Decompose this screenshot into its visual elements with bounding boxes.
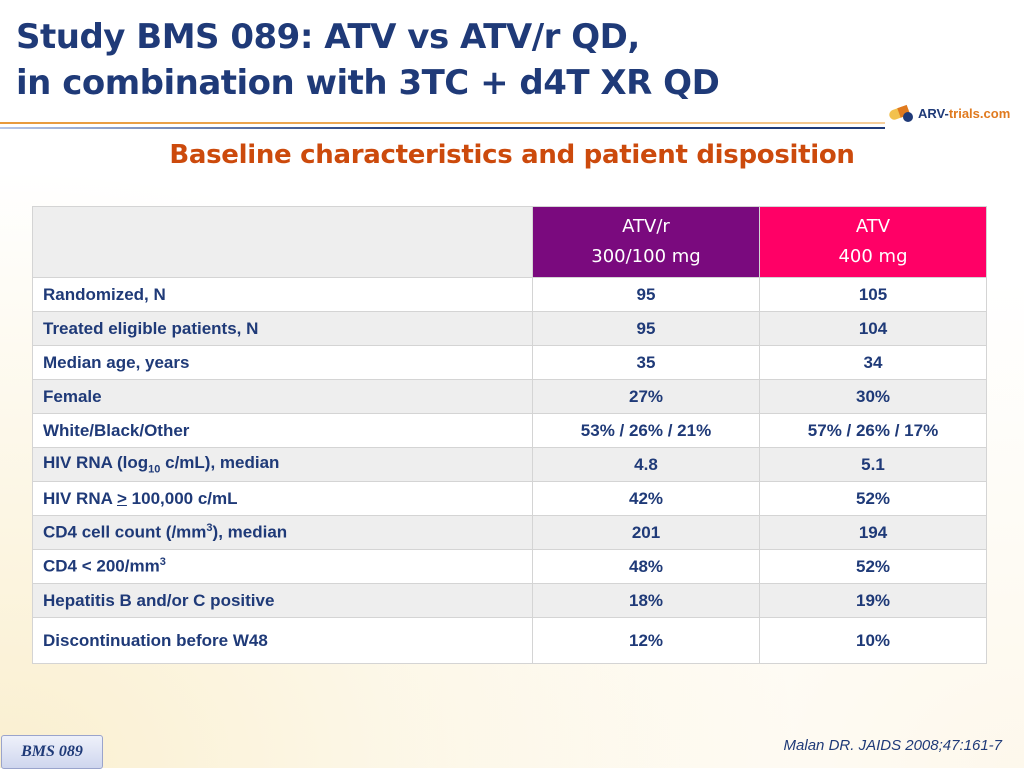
row-label-text: HIV RNA — [43, 488, 117, 508]
row-label-text-end: 100,000 c/mL — [126, 488, 238, 508]
citation: Malan DR. JAIDS 2008;47:161-7 — [783, 737, 1002, 754]
atv-value: 19% — [759, 583, 987, 618]
row-label-text: HIV RNA (log — [43, 453, 149, 473]
capsule-icon — [889, 104, 913, 122]
atvr-value: 48% — [532, 549, 760, 584]
row-label: Median age, years — [32, 345, 533, 380]
header-blank-cell — [32, 206, 533, 278]
row-label: Hepatitis B and/or C positive — [32, 583, 533, 618]
table-row: CD4 cell count (/mm3), median 201 194 — [32, 515, 987, 550]
atvr-value: 35 — [532, 345, 760, 380]
table-row: Hepatitis B and/or C positive 18% 19% — [32, 583, 987, 618]
logo-text: ARV-trials.com — [918, 106, 1010, 121]
row-label-text-end: c/mL), median — [160, 453, 280, 473]
row-label: Discontinuation before W48 — [32, 617, 533, 664]
atvr-value: 95 — [532, 311, 760, 346]
table-row: Randomized, N 95 105 — [32, 277, 987, 312]
row-label: CD4 < 200/mm3 — [32, 549, 533, 584]
table-row: Discontinuation before W48 12% 10% — [32, 617, 987, 664]
title-divider-blue — [0, 127, 885, 129]
table-row: Treated eligible patients, N 95 104 — [32, 311, 987, 346]
table-row: HIV RNA (log10 c/mL), median 4.8 5.1 — [32, 447, 987, 482]
logo-text-com: .com — [979, 105, 1011, 121]
header-atv: ATV 400 mg — [759, 206, 987, 278]
study-badge: BMS 089 — [1, 735, 103, 769]
atvr-value: 53% / 26% / 21% — [532, 413, 760, 448]
atv-value: 57% / 26% / 17% — [759, 413, 987, 448]
atvr-value: 27% — [532, 379, 760, 414]
atv-value: 52% — [759, 481, 987, 516]
row-label: Female — [32, 379, 533, 414]
table-row: HIV RNA > 100,000 c/mL 42% 52% — [32, 481, 987, 516]
header-atvr-dose: 300/100 mg — [591, 246, 701, 267]
baseline-table: ATV/r 300/100 mg ATV 400 mg Randomized, … — [32, 206, 987, 664]
table-row: Female 27% 30% — [32, 379, 987, 414]
row-label-text-end: ), median — [212, 522, 288, 542]
table-row: CD4 < 200/mm3 48% 52% — [32, 549, 987, 584]
atv-value: 104 — [759, 311, 987, 346]
table-row: White/Black/Other 53% / 26% / 21% 57% / … — [32, 413, 987, 448]
atv-value: 10% — [759, 617, 987, 664]
atv-value: 52% — [759, 549, 987, 584]
atv-value: 5.1 — [759, 447, 987, 482]
logo-text-trials: trials — [948, 105, 980, 121]
header-atvr-name: ATV/r — [622, 216, 670, 237]
slide-title-line-1: Study BMS 089: ATV vs ATV/r QD, — [16, 17, 640, 57]
atv-value: 30% — [759, 379, 987, 414]
slide-subtitle: Baseline characteristics and patient dis… — [169, 140, 855, 170]
atvr-value: 12% — [532, 617, 760, 664]
atvr-value: 201 — [532, 515, 760, 550]
row-label: Randomized, N — [32, 277, 533, 312]
atvr-value: 18% — [532, 583, 760, 618]
row-label-symbol: > — [117, 488, 127, 508]
slide-title-line-2: in combination with 3TC + d4T XR QD — [16, 63, 720, 103]
row-label-text: CD4 < 200/mm — [43, 556, 160, 576]
atvr-value: 95 — [532, 277, 760, 312]
header-atv-name: ATV — [855, 216, 891, 237]
logo-text-arv: ARV- — [918, 105, 949, 121]
slide-title: Study BMS 089: ATV vs ATV/r QD, in combi… — [16, 14, 776, 106]
row-label-subscript: 10 — [148, 463, 161, 476]
row-label: HIV RNA (log10 c/mL), median — [32, 447, 533, 482]
header-atvr: ATV/r 300/100 mg — [532, 206, 760, 278]
row-label-superscript: 3 — [206, 522, 213, 535]
row-label-text: CD4 cell count (/mm — [43, 522, 207, 542]
row-label: CD4 cell count (/mm3), median — [32, 515, 533, 550]
table-header-row: ATV/r 300/100 mg ATV 400 mg — [32, 206, 987, 278]
arv-trials-logo: ARV-trials.com — [888, 98, 1018, 128]
row-label: White/Black/Other — [32, 413, 533, 448]
row-label-superscript: 3 — [159, 556, 166, 569]
atv-value: 105 — [759, 277, 987, 312]
row-label: Treated eligible patients, N — [32, 311, 533, 346]
title-divider-orange — [0, 122, 885, 124]
header-atv-dose: 400 mg — [838, 246, 908, 267]
atvr-value: 42% — [532, 481, 760, 516]
row-label: HIV RNA > 100,000 c/mL — [32, 481, 533, 516]
atv-value: 34 — [759, 345, 987, 380]
table-row: Median age, years 35 34 — [32, 345, 987, 380]
atvr-value: 4.8 — [532, 447, 760, 482]
atv-value: 194 — [759, 515, 987, 550]
